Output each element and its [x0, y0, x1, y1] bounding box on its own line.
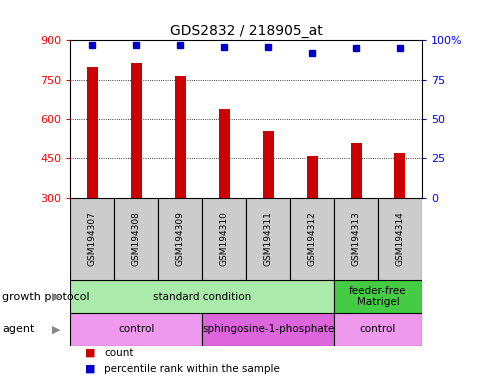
Text: sphingosine-1-phosphate: sphingosine-1-phosphate: [201, 324, 333, 334]
Text: GSM194310: GSM194310: [219, 212, 228, 266]
Text: count: count: [104, 348, 134, 358]
Text: GSM194307: GSM194307: [88, 212, 97, 266]
Bar: [70, 198, 114, 280]
Text: GSM194309: GSM194309: [175, 212, 184, 266]
Bar: [377, 198, 421, 280]
Text: GSM194308: GSM194308: [132, 212, 140, 266]
Text: control: control: [359, 324, 395, 334]
Bar: [174, 76, 185, 198]
Bar: [306, 156, 317, 198]
Text: ■: ■: [85, 364, 95, 374]
Text: ■: ■: [85, 348, 95, 358]
Title: GDS2832 / 218905_at: GDS2832 / 218905_at: [169, 24, 322, 38]
Bar: [393, 152, 405, 198]
Text: ▶: ▶: [51, 291, 60, 302]
Text: agent: agent: [2, 324, 35, 334]
Bar: [202, 313, 333, 346]
Bar: [158, 198, 202, 280]
Text: GSM194311: GSM194311: [263, 212, 272, 266]
Bar: [289, 198, 333, 280]
Bar: [202, 198, 245, 280]
Bar: [218, 109, 229, 198]
Text: control: control: [118, 324, 154, 334]
Bar: [333, 280, 421, 313]
Text: percentile rank within the sample: percentile rank within the sample: [104, 364, 280, 374]
Bar: [70, 313, 202, 346]
Bar: [350, 143, 361, 198]
Bar: [131, 63, 141, 198]
Bar: [333, 198, 377, 280]
Bar: [245, 198, 289, 280]
Bar: [70, 280, 333, 313]
Text: GSM194313: GSM194313: [351, 212, 360, 266]
Bar: [333, 313, 421, 346]
Text: standard condition: standard condition: [153, 291, 251, 302]
Bar: [262, 131, 273, 198]
Bar: [114, 198, 158, 280]
Text: GSM194312: GSM194312: [307, 212, 316, 266]
Text: GSM194314: GSM194314: [394, 212, 404, 266]
Bar: [87, 66, 98, 198]
Text: feeder-free
Matrigel: feeder-free Matrigel: [348, 286, 406, 308]
Text: ▶: ▶: [51, 324, 60, 334]
Text: growth protocol: growth protocol: [2, 291, 90, 302]
